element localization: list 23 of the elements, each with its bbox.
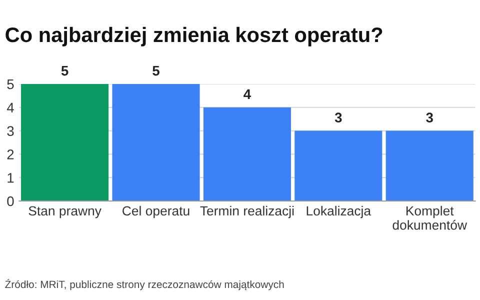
- y-tick-label: 5: [7, 79, 14, 90]
- bar: [294, 130, 382, 201]
- y-tick-label: 4: [6, 102, 14, 112]
- chart-title: Co najbardziej zmienia koszt operatu?: [6, 26, 382, 46]
- text: Źródło: MRiT, publiczne strony rzeczoznawców majątkowych: [5, 278, 284, 290]
- y-tick-label: 2: [7, 150, 14, 160]
- y-tick-label: 3: [7, 126, 14, 136]
- data-label: 3: [426, 112, 433, 123]
- x-tick-label: Termin realizacji: [200, 206, 294, 218]
- bar: [21, 84, 109, 201]
- x-tick-label: Lokalizacja: [306, 206, 372, 218]
- data-label: 3: [334, 112, 342, 123]
- y-tick-label: 1: [8, 173, 14, 183]
- bar: [203, 107, 291, 201]
- data-label: 5: [152, 66, 160, 76]
- bar: [386, 130, 474, 201]
- y-tick-label: 0: [7, 196, 14, 206]
- data-label: 4: [244, 89, 251, 99]
- x-tick-label: Cel operatu: [122, 206, 190, 218]
- x-tick-label: Komplet dokumentów: [392, 206, 468, 230]
- x-tick-label: Stan prawny: [28, 206, 102, 218]
- bar: [112, 84, 200, 201]
- data-label: 5: [61, 66, 68, 76]
